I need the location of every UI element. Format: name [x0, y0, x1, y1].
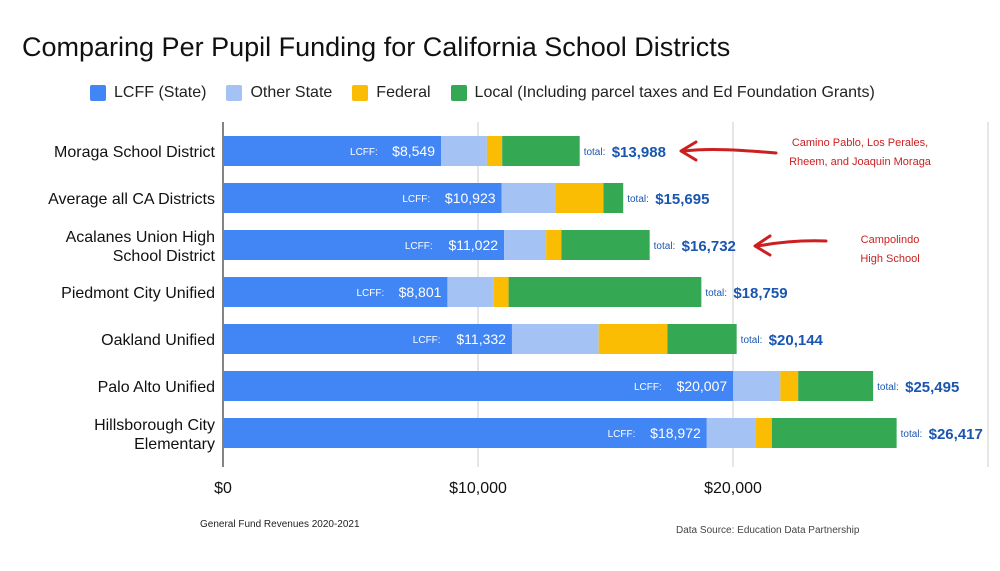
bar-segment-2-3: [493, 277, 509, 307]
total-value-label-6: $26,417: [929, 426, 983, 443]
bar-segment-0-4: [223, 324, 512, 354]
annotation-arrow-2-shaft: [756, 239, 828, 248]
bar-segment-1-6: [706, 418, 756, 448]
bar-segment-1-1: [501, 183, 556, 213]
bar-segment-3-4: [667, 324, 737, 354]
category-label-0: Moraga School District: [54, 144, 216, 161]
total-prefix-label-5: total:: [877, 382, 899, 393]
bar-segment-1-3: [447, 277, 494, 307]
legend-item-other-state: Other State: [226, 84, 332, 102]
bar-segment-1-2: [504, 230, 547, 260]
lcff-prefix-label-4: LCFF:: [413, 335, 441, 346]
lcff-value-label-1: $10,923: [445, 190, 496, 206]
bar-segment-3-1: [603, 183, 624, 213]
legend-label-federal: Federal: [376, 84, 431, 101]
total-value-label-0: $13,988: [612, 144, 666, 161]
annotation-arrow-1-shaft: [682, 148, 778, 155]
category-label-6: Hillsborough City Elementary: [94, 417, 215, 453]
bar-segment-2-6: [755, 418, 772, 448]
total-value-label-5: $25,495: [905, 379, 959, 396]
total-value-label-2: $16,732: [682, 238, 736, 255]
legend-item-local: Local (Including parcel taxes and Ed Fou…: [450, 84, 875, 102]
x-tick-label-2: $20,000: [704, 480, 762, 497]
annotation-arrow-1-head: [679, 140, 698, 162]
bar-segment-0-3: [223, 277, 448, 307]
lcff-value-label-3: $8,801: [399, 284, 442, 300]
category-label-2: Acalanes Union High School District: [66, 229, 216, 265]
category-label-4: Oakland Unified: [101, 332, 215, 349]
bar-segment-3-5: [798, 371, 874, 401]
total-prefix-label-1: total:: [627, 194, 649, 205]
lcff-prefix-label-0: LCFF:: [350, 147, 378, 158]
category-label-2-line-0: Acalanes Union High: [66, 229, 215, 246]
bar-segment-2-2: [546, 230, 562, 260]
category-label-1: Average all CA Districts: [48, 191, 215, 208]
bar-segment-0-5: [223, 371, 734, 401]
lcff-prefix-label-5: LCFF:: [634, 382, 662, 393]
legend-label-local: Local (Including parcel taxes and Ed Fou…: [474, 84, 875, 101]
bar-segment-2-0: [486, 136, 503, 166]
legend: LCFF (State) Other State Federal Local (…: [90, 84, 895, 102]
bar-segment-0-2: [223, 230, 505, 260]
legend-item-federal: Federal: [352, 84, 431, 102]
total-value-label-1: $15,695: [655, 191, 709, 208]
bar-segment-3-6: [771, 418, 897, 448]
category-label-3: Piedmont City Unified: [61, 285, 215, 302]
bar-segment-0-6: [223, 418, 707, 448]
total-prefix-label-0: total:: [584, 147, 606, 158]
legend-swatch-local: [450, 85, 467, 101]
bar-segment-3-0: [502, 136, 580, 166]
category-label-2-line-1: School District: [113, 248, 216, 265]
category-label-6-line-1: Elementary: [134, 436, 215, 453]
x-tick-label-0: $0: [214, 480, 232, 497]
chart-title: Comparing Per Pupil Funding for Californ…: [22, 32, 731, 62]
total-prefix-label-6: total:: [901, 429, 923, 440]
lcff-prefix-label-2: LCFF:: [405, 241, 433, 252]
total-prefix-label-2: total:: [654, 241, 676, 252]
lcff-prefix-label-1: LCFF:: [402, 194, 430, 205]
annotation-arrow-2-head: [753, 234, 772, 257]
annotation-acalanes-line-1: Campolindo: [860, 234, 920, 246]
bar-segment-3-2: [561, 230, 650, 260]
total-value-label-4: $20,144: [769, 332, 824, 349]
legend-swatch-lcff: [90, 85, 106, 101]
bar-segment-2-5: [780, 371, 799, 401]
category-label-5: Palo Alto Unified: [98, 379, 215, 396]
lcff-prefix-label-6: LCFF:: [608, 429, 636, 440]
bar-segment-1-0: [440, 136, 487, 166]
total-value-label-3: $18,759: [733, 285, 787, 302]
lcff-prefix-label-3: LCFF:: [356, 288, 384, 299]
lcff-value-label-4: $11,332: [456, 331, 506, 347]
annotation-moraga: Camino Pablo, Los Perales, Rheem, and Jo…: [775, 134, 945, 172]
bar-segment-2-1: [555, 183, 604, 213]
total-prefix-label-4: total:: [741, 335, 763, 346]
bar-segment-1-5: [733, 371, 781, 401]
bar-segment-3-3: [508, 277, 702, 307]
category-label-6-line-0: Hillsborough City: [94, 417, 215, 434]
legend-swatch-other-state: [226, 85, 243, 101]
legend-item-lcff: LCFF (State): [90, 84, 206, 102]
bar-segment-1-4: [511, 324, 599, 354]
lcff-value-label-6: $18,972: [650, 425, 701, 441]
legend-swatch-federal: [352, 85, 369, 101]
lcff-value-label-0: $8,549: [392, 143, 435, 159]
annotation-acalanes: Campolindo High School: [830, 231, 950, 269]
bar-segment-0-1: [223, 183, 502, 213]
lcff-value-label-2: $11,022: [448, 237, 498, 253]
annotation-acalanes-line-2: High School: [860, 253, 920, 265]
annotation-moraga-line-1: Camino Pablo, Los Perales,: [791, 137, 929, 149]
total-prefix-label-3: total:: [705, 288, 727, 299]
bar-segment-2-4: [598, 324, 668, 354]
legend-label-lcff: LCFF (State): [114, 84, 207, 101]
bar-segment-0-0: [223, 136, 441, 166]
data-source: Data Source: Education Data Partnership: [676, 525, 860, 536]
footnote: General Fund Revenues 2020-2021: [200, 519, 360, 530]
annotation-moraga-line-2: Rheem, and Joaquin Moraga: [789, 156, 931, 168]
legend-label-other-state: Other State: [250, 84, 333, 101]
lcff-value-label-5: $20,007: [677, 378, 728, 394]
x-tick-label-1: $10,000: [449, 480, 507, 497]
